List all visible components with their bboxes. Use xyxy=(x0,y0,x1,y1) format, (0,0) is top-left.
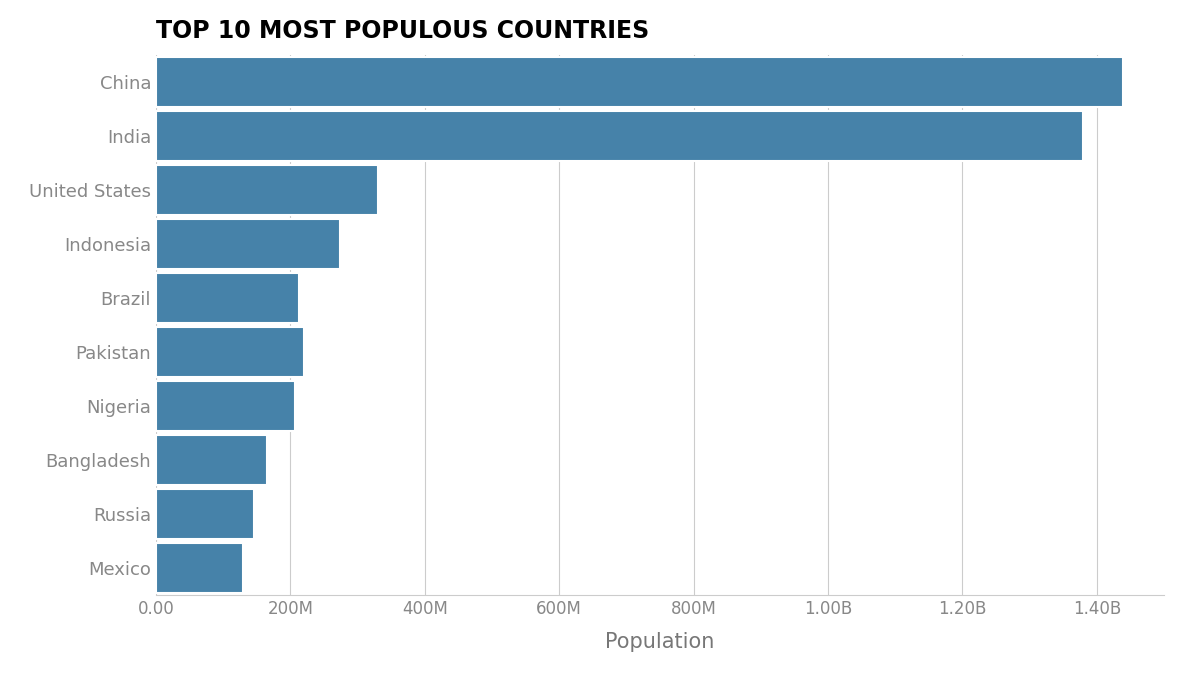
Bar xyxy=(156,111,1084,161)
Bar xyxy=(156,219,340,269)
Bar xyxy=(156,327,305,377)
Bar xyxy=(156,435,266,485)
Bar xyxy=(156,489,254,539)
Bar xyxy=(156,165,378,215)
X-axis label: Population: Population xyxy=(605,632,715,652)
Bar xyxy=(156,273,299,323)
Bar xyxy=(156,381,294,431)
Text: TOP 10 MOST POPULOUS COUNTRIES: TOP 10 MOST POPULOUS COUNTRIES xyxy=(156,19,649,43)
Bar xyxy=(156,57,1123,107)
Bar xyxy=(156,543,242,593)
